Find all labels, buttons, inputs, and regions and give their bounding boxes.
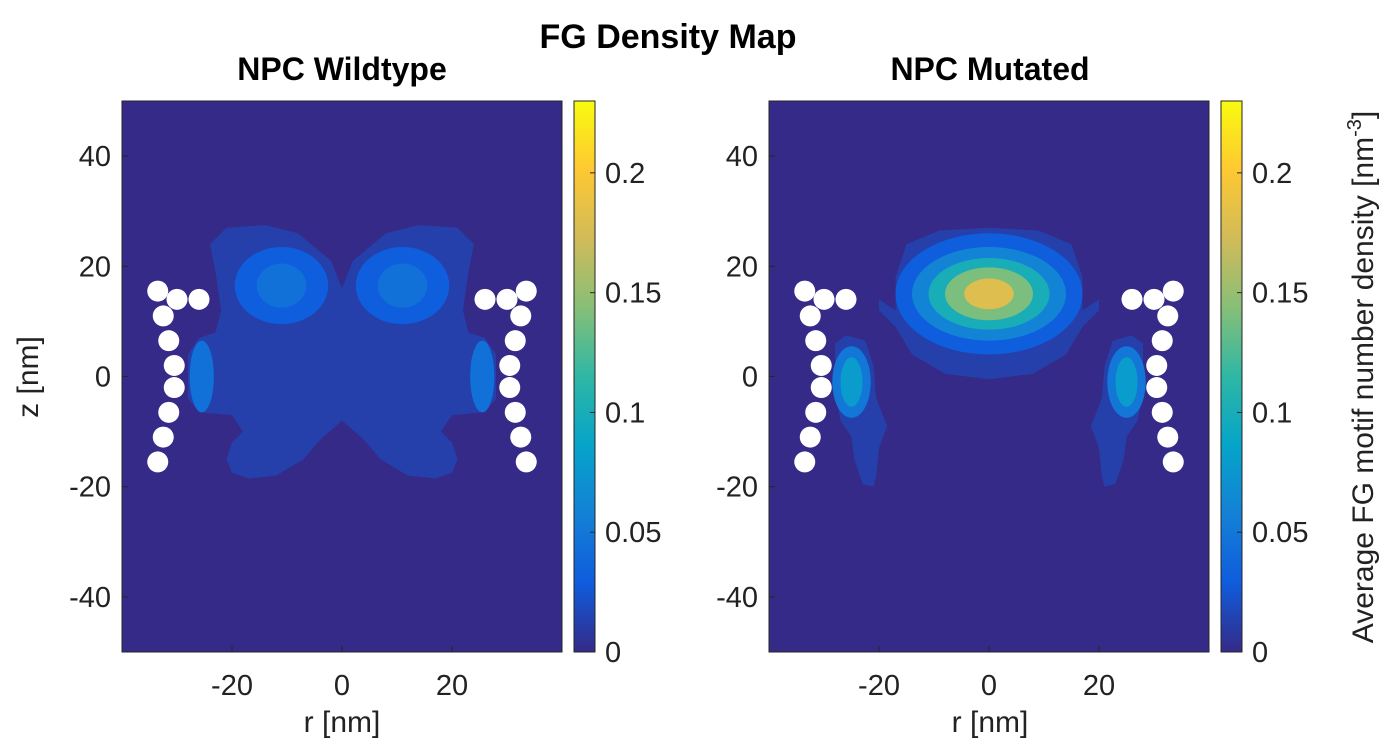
x-tick-label: -20 — [858, 670, 900, 702]
npc-bead — [799, 426, 821, 448]
colorbar-tick-label: 0.05 — [605, 517, 661, 549]
panel-title-mutated: NPC Mutated — [890, 51, 1089, 87]
npc-bead — [166, 288, 188, 310]
colorbar-gradient — [1220, 100, 1243, 653]
x-tick-label: 20 — [1083, 670, 1115, 702]
npc-bead — [147, 451, 169, 473]
npc-bead — [1143, 288, 1165, 310]
y-tick-label: -20 — [69, 472, 111, 504]
colorbar-tick-label: 0 — [605, 637, 621, 669]
x-tick-label: -20 — [211, 670, 253, 702]
colorbar-label-sup: -3 — [1344, 119, 1366, 137]
npc-bead — [158, 401, 180, 423]
figure-title: FG Density Map — [540, 18, 797, 56]
y-tick-label: 0 — [742, 362, 758, 394]
npc-bead — [499, 377, 521, 399]
npc-bead — [1146, 377, 1168, 399]
npc-bead — [799, 305, 821, 327]
npc-bead — [163, 354, 185, 376]
y-tick-label: -20 — [716, 472, 758, 504]
colorbar-tick-label: 0.2 — [605, 158, 645, 190]
axis-ticks-wildtype: -20 0 20 40 20 0 -20 -40 — [69, 141, 468, 702]
colorbar-tick-label: 0 — [1252, 637, 1268, 669]
npc-bead — [805, 330, 827, 352]
npc-bead — [835, 288, 857, 310]
npc-bead — [1162, 280, 1184, 302]
npc-bead — [163, 377, 185, 399]
x-axis-label-wildtype: r [nm] — [304, 706, 381, 739]
npc-bead — [1146, 354, 1168, 376]
y-axis-label-wildtype: z [nm] — [12, 336, 45, 418]
density-contour-5 — [189, 340, 214, 413]
npc-bead — [1151, 401, 1173, 423]
colorbar-wildtype: 0 0.05 0.1 0.15 0.2 — [573, 100, 661, 669]
colorbar-tick-label: 0.05 — [1252, 517, 1308, 549]
npc-bead — [496, 288, 518, 310]
x-tick-label: 20 — [436, 670, 468, 702]
x-axis-label-mutated: r [nm] — [952, 706, 1029, 739]
y-tick-label: -40 — [69, 582, 111, 614]
colorbar-tick-label: 0.1 — [605, 397, 645, 429]
axis-ticks-mutated: -20 0 20 40 20 0 -20 -40 — [716, 141, 1115, 702]
y-tick-label: 40 — [726, 141, 758, 173]
npc-bead — [1157, 305, 1179, 327]
colorbar-label: Average FG motif number density [nm-3] — [1344, 111, 1380, 643]
npc-bead — [510, 305, 532, 327]
density-contour-6 — [470, 340, 495, 413]
colorbar-gradient — [573, 100, 596, 653]
npc-bead — [813, 288, 835, 310]
y-tick-label: 40 — [79, 141, 111, 173]
y-tick-label: -40 — [716, 582, 758, 614]
npc-bead — [1162, 451, 1184, 473]
panel-title-wildtype: NPC Wildtype — [237, 51, 447, 87]
npc-bead — [147, 280, 169, 302]
colorbar-tick-label: 0.15 — [1252, 278, 1308, 310]
npc-bead — [515, 451, 537, 473]
npc-bead — [810, 377, 832, 399]
npc-bead — [794, 280, 816, 302]
x-tick-label: 0 — [334, 670, 350, 702]
y-tick-label: 20 — [79, 251, 111, 283]
npc-bead — [474, 288, 496, 310]
npc-bead — [158, 330, 180, 352]
npc-bead — [504, 330, 526, 352]
density-contour-4 — [377, 263, 428, 308]
colorbar-mutated: 0 0.05 0.1 0.15 0.2 — [1220, 100, 1308, 669]
npc-bead — [504, 401, 526, 423]
npc-bead — [794, 451, 816, 473]
colorbar-tick-label: 0.15 — [605, 278, 661, 310]
colorbar-tick-label: 0.1 — [1252, 397, 1292, 429]
npc-bead — [499, 354, 521, 376]
density-contour-11 — [1115, 357, 1138, 407]
npc-bead — [152, 426, 174, 448]
npc-bead — [1121, 288, 1143, 310]
density-contour-3 — [256, 263, 307, 308]
npc-bead — [1157, 426, 1179, 448]
npc-bead — [152, 305, 174, 327]
panel-wildtype: NPC Wildtype -20 0 20 40 20 0 -20 -40 r [nm] z … — [12, 51, 661, 739]
colorbar-label-close: ] — [1347, 111, 1380, 119]
density-contour-7 — [964, 278, 1014, 310]
heatmap-wildtype — [121, 100, 563, 653]
npc-bead — [1151, 330, 1173, 352]
density-contour-10 — [840, 357, 863, 407]
colorbar-tick-label: 0.2 — [1252, 158, 1292, 190]
npc-bead — [805, 401, 827, 423]
x-tick-label: 0 — [981, 670, 997, 702]
y-tick-label: 20 — [726, 251, 758, 283]
y-tick-label: 0 — [95, 362, 111, 394]
npc-bead — [188, 288, 210, 310]
npc-bead — [510, 426, 532, 448]
npc-bead — [515, 280, 537, 302]
heatmap-mutated — [768, 100, 1210, 653]
npc-bead — [810, 354, 832, 376]
colorbar-label-main: Average FG motif number density [nm — [1347, 137, 1380, 643]
panel-mutated: NPC Mutated -20 0 20 40 20 0 -20 -40 r [nm] 0 0.… — [716, 51, 1308, 739]
